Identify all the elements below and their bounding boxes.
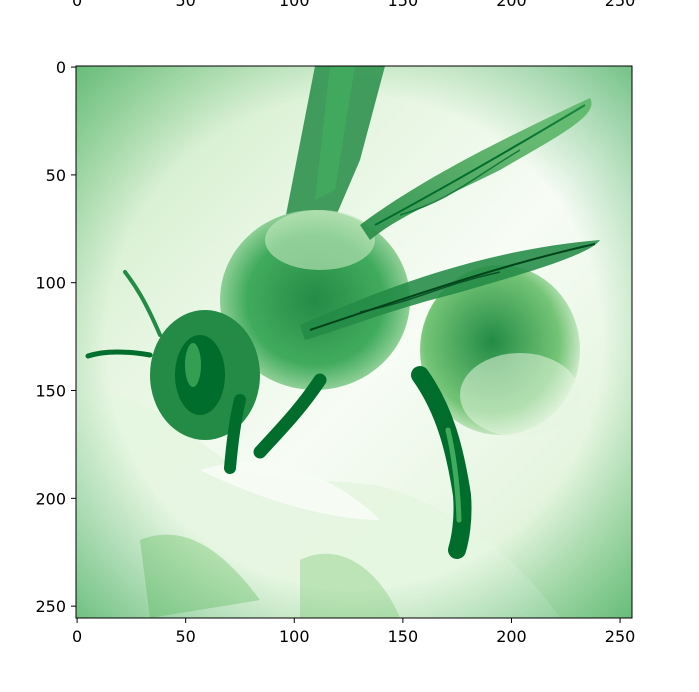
x-tick-label: 100 <box>279 627 310 646</box>
top-panel-tick-label: 250 <box>605 0 636 10</box>
x-tick-label: 0 <box>72 627 82 646</box>
y-tick-label: 100 <box>35 274 66 293</box>
x-axis: 0 50 100 150 200 250 <box>72 618 635 646</box>
x-tick-label: 150 <box>388 627 419 646</box>
top-panel-tick-label: 150 <box>388 0 419 10</box>
y-tick-label: 150 <box>35 382 66 401</box>
y-tick-label: 200 <box>35 489 66 508</box>
image-vignette <box>76 66 632 618</box>
x-tick-label: 200 <box>496 627 527 646</box>
top-panel-tick-label: 100 <box>279 0 310 10</box>
bee-image <box>76 66 632 618</box>
y-axis: 0 50 100 150 200 250 <box>35 58 76 616</box>
top-panel-tick-label: 50 <box>176 0 196 10</box>
top-panel-ticks: 0 50 100 150 200 250 <box>72 0 635 10</box>
x-tick-label: 50 <box>176 627 196 646</box>
y-tick-label: 0 <box>56 58 66 77</box>
x-tick-label: 250 <box>605 627 636 646</box>
y-tick-label: 250 <box>35 597 66 616</box>
axes-frame <box>75 65 633 619</box>
top-panel-tick-label: 200 <box>496 0 527 10</box>
y-tick-label: 50 <box>46 166 66 185</box>
top-panel-tick-label: 0 <box>72 0 82 10</box>
